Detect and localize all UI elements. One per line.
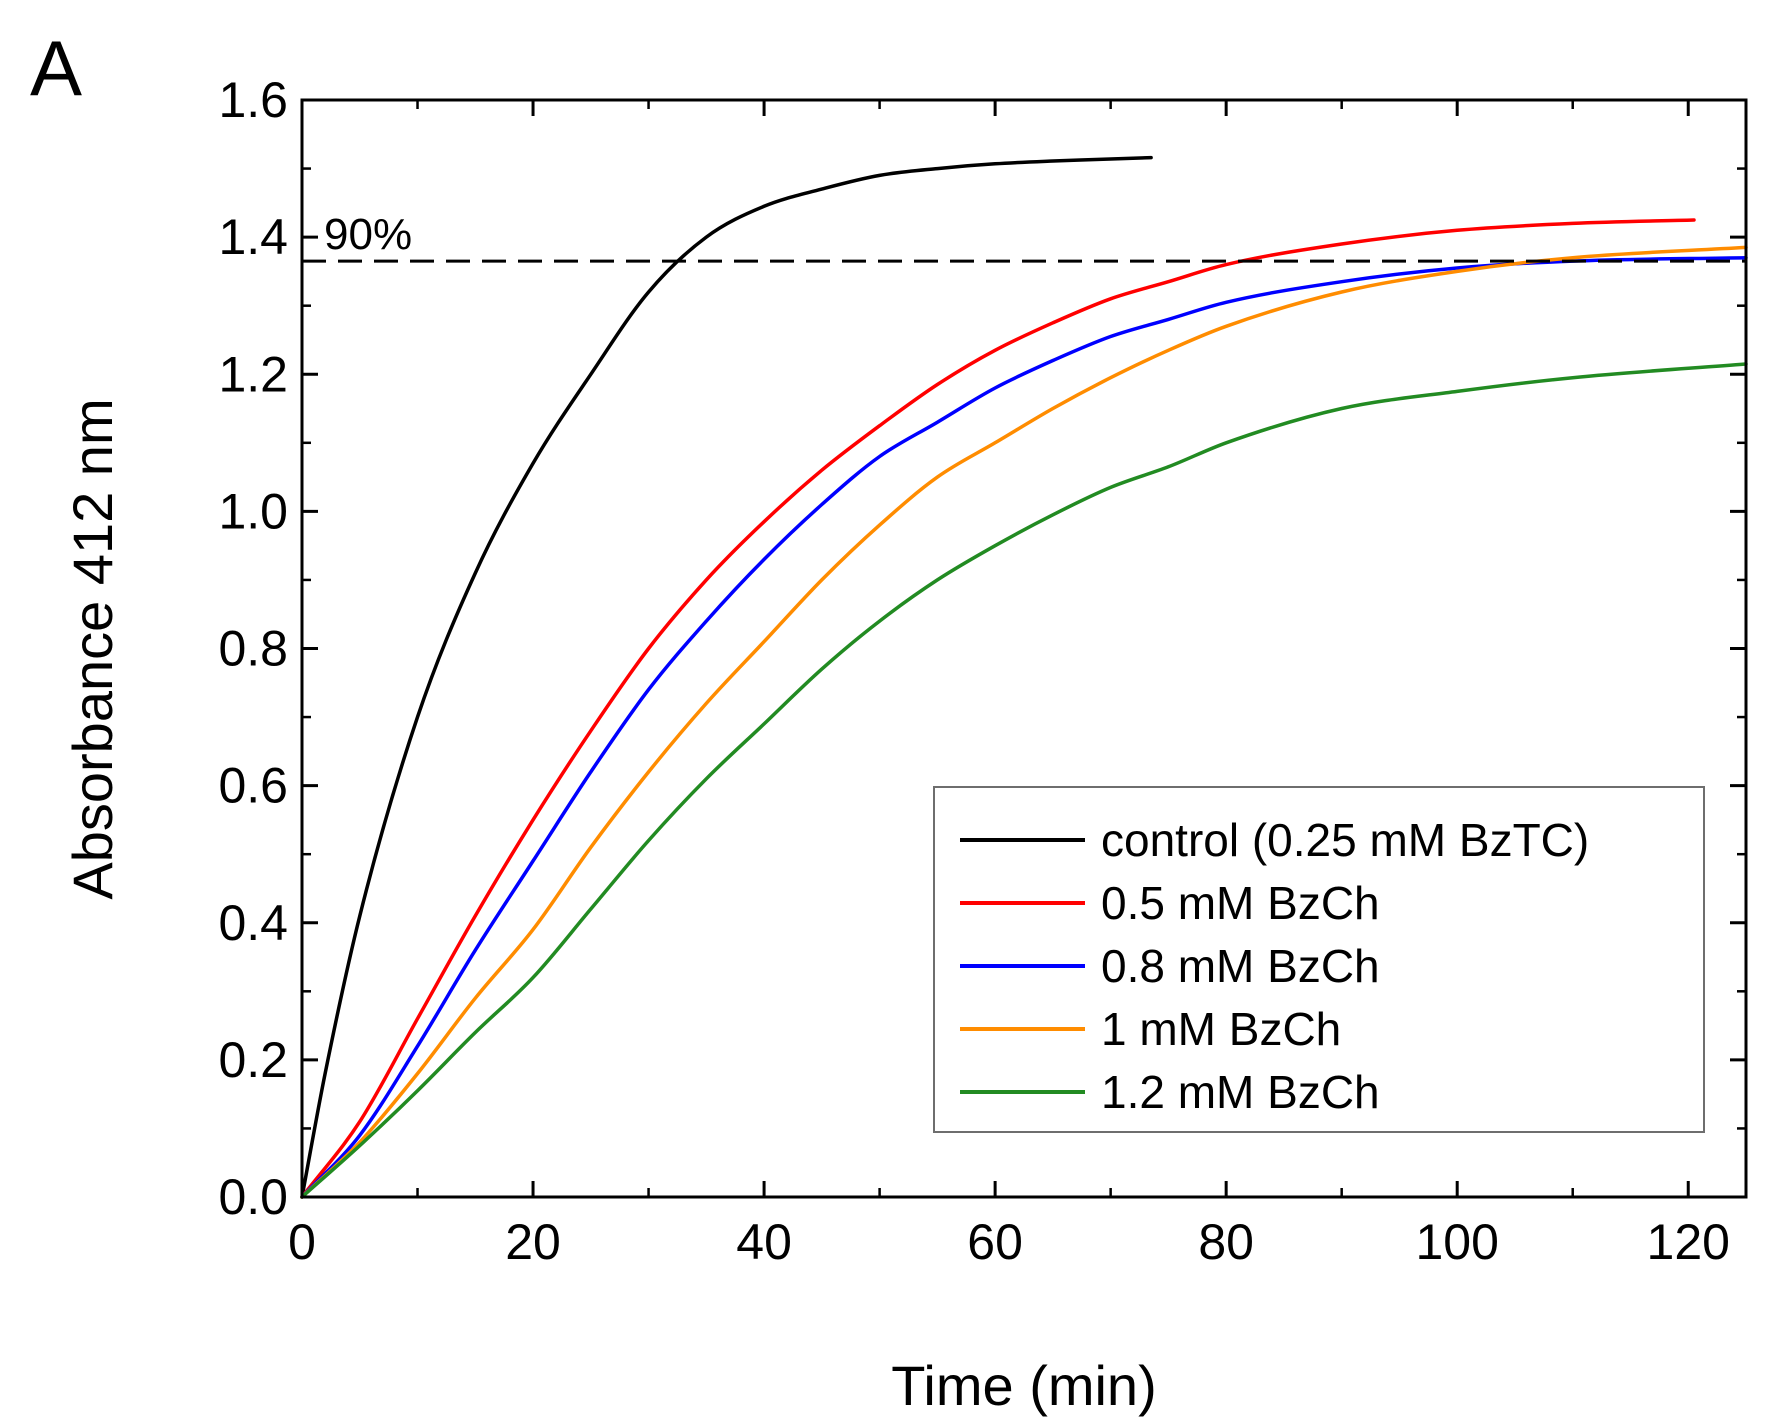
legend-label-3: 0.8 mM BzCh [1101,940,1380,992]
x-tick-label: 60 [967,1214,1023,1270]
x-tick-label: 120 [1647,1214,1730,1270]
x-tick-label: 20 [505,1214,561,1270]
tick-layer: 0 20 40 60 80 100 120 0.0 0.2 0.4 0.6 0.8 1.0 1.2 1.4 1… [218,72,1746,1270]
series-line-4 [300,245,1748,1199]
y-tick-label: 0.6 [218,758,288,814]
y-tick-label: 0.0 [218,1169,288,1225]
x-axis-title: Time (min) [891,1354,1156,1417]
y-tick-label: 1.2 [218,346,288,402]
x-tick-label: 40 [736,1214,792,1270]
x-tick-label: 80 [1198,1214,1254,1270]
series-layer [300,155,1748,1199]
x-tick-label: 100 [1415,1214,1498,1270]
y-tick-label: 1.0 [218,483,288,539]
series-line-1 [300,155,1153,1199]
y-tick-label: 0.8 [218,621,288,677]
series-line-5 [300,362,1748,1199]
y-tick-label: 0.4 [218,895,288,951]
panel-label: A [30,24,82,112]
y-axis-title: Absorbance 412 nm [61,398,124,899]
y-tick-label: 1.4 [218,209,288,265]
series-line-3 [300,255,1748,1199]
legend-label-1: control (0.25 mM BzTC) [1101,814,1589,866]
reference-line-label: 90% [324,210,412,259]
y-tick-label: 0.2 [218,1032,288,1088]
series-line-2 [300,218,1696,1199]
legend: control (0.25 mM BzTC) 0.5 mM BzCh 0.8 mM … [933,786,1705,1133]
legend-label-2: 0.5 mM BzCh [1101,877,1380,929]
y-tick-label: 1.6 [218,72,288,128]
x-tick-label: 0 [288,1214,316,1270]
legend-box [933,786,1705,1133]
legend-label-5: 1.2 mM BzCh [1101,1066,1380,1118]
legend-label-4: 1 mM BzCh [1101,1003,1341,1055]
reference-layer: 90% [302,210,1746,263]
